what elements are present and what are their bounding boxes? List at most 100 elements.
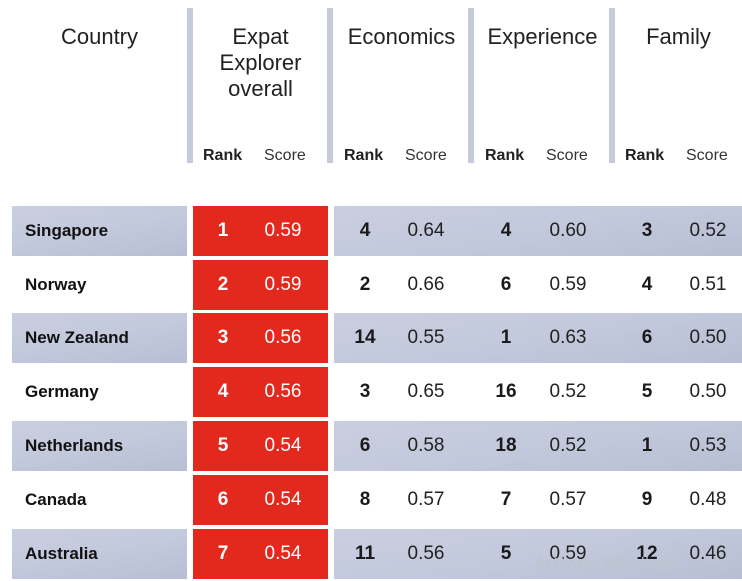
country-name: Netherlands [25, 436, 124, 455]
economics-score-header: Score [405, 147, 447, 164]
family-rank: 1 [641, 435, 653, 456]
country-name: New Zealand [25, 328, 129, 347]
economics-rank: 14 [354, 327, 376, 348]
family-rank: 4 [641, 274, 653, 295]
group-divider [609, 8, 615, 163]
economics-score: 0.65 [407, 381, 445, 402]
table-row: Canada 6 0.54 8 0.57 7 0.57 9 0.48 [12, 475, 742, 525]
economics-score: 0.64 [407, 220, 445, 241]
overall-rank: 2 [217, 274, 229, 295]
overall-score: 0.59 [264, 274, 302, 295]
economics-group-header: Economics Rank Score [327, 0, 469, 164]
overall-cell: 5 0.54 [193, 421, 328, 471]
family-score: 0.46 [689, 543, 727, 564]
family-score: 0.52 [689, 220, 727, 241]
family-score: 0.53 [689, 435, 727, 456]
overall-cell: 1 0.59 [193, 206, 328, 256]
economics-rank-header: Rank [344, 147, 384, 164]
overall-rank: 3 [217, 327, 229, 348]
overall-rank: 1 [217, 220, 229, 241]
family-rank: 12 [636, 543, 658, 564]
family-score: 0.51 [689, 274, 727, 295]
table-row: Norway 2 0.59 2 0.66 6 0.59 4 0.51 [12, 260, 742, 310]
experience-rank: 5 [500, 543, 512, 564]
experience-group-header: Experience Rank Score [468, 0, 610, 164]
overall-cell: 4 0.56 [193, 367, 328, 417]
table-row: Australia 7 0.54 11 0.56 5 0.59 12 0.46 [12, 529, 742, 579]
overall-rank: 5 [217, 435, 229, 456]
economics-rank: 3 [359, 381, 371, 402]
family-group-header: Family Rank Score [609, 0, 742, 164]
experience-score-header: Score [546, 147, 588, 164]
overall-cell: 7 0.54 [193, 529, 328, 579]
economics-rank: 8 [359, 489, 371, 510]
experience-score: 0.59 [549, 543, 587, 564]
experience-rank: 18 [495, 435, 517, 456]
experience-rank: 4 [500, 220, 512, 241]
economics-score: 0.66 [407, 274, 445, 295]
family-rank: 6 [641, 327, 653, 348]
family-rank-header: Rank [625, 147, 665, 164]
country-name: Singapore [25, 221, 109, 240]
economics-score: 0.57 [407, 489, 445, 510]
overall-score: 0.54 [264, 489, 302, 510]
overall-cell: 6 0.54 [193, 475, 328, 525]
overall-score-header: Score [264, 147, 306, 164]
economics-rank: 11 [354, 543, 376, 564]
table-row: New Zealand 3 0.56 14 0.55 1 0.63 6 0.50 [12, 313, 742, 363]
country-header: Country [12, 0, 187, 163]
experience-group-title: Experience [487, 24, 598, 49]
table-row: Netherlands 5 0.54 6 0.58 18 0.52 1 0.53 [12, 421, 742, 471]
experience-score: 0.52 [549, 435, 587, 456]
overall-score: 0.54 [264, 543, 302, 564]
family-score: 0.50 [689, 381, 727, 402]
overall-rank: 6 [217, 489, 229, 510]
economics-rank: 6 [359, 435, 371, 456]
country-name: Canada [25, 490, 87, 509]
economics-rank: 4 [359, 220, 371, 241]
economics-rank: 2 [359, 274, 371, 295]
family-score-header: Score [686, 147, 728, 164]
overall-score: 0.54 [264, 435, 302, 456]
family-score: 0.48 [689, 489, 727, 510]
country-name: Australia [25, 544, 98, 563]
experience-score: 0.59 [549, 274, 587, 295]
country-name: Norway [25, 275, 87, 294]
overall-cell: 2 0.59 [193, 260, 328, 310]
activate-windows-watermark: Activate Windows [534, 554, 677, 573]
country-column-title: Country [60, 24, 139, 49]
economics-score: 0.58 [407, 435, 445, 456]
overall-score: 0.56 [264, 327, 302, 348]
overall-score: 0.56 [264, 381, 302, 402]
experience-score: 0.52 [549, 381, 587, 402]
experience-score: 0.60 [549, 220, 587, 241]
table-row: Singapore 1 0.59 4 0.64 4 0.60 3 0.52 [12, 206, 742, 256]
experience-rank: 6 [500, 274, 512, 295]
experience-rank: 16 [495, 381, 517, 402]
table-row: Germany 4 0.56 3 0.65 16 0.52 5 0.50 [12, 367, 742, 417]
overall-group-header: Expat Explorer overall Rank Score [187, 0, 328, 164]
overall-score: 0.59 [264, 220, 302, 241]
family-score: 0.50 [689, 327, 727, 348]
overall-rank: 4 [217, 381, 229, 402]
family-rank: 9 [641, 489, 653, 510]
experience-rank: 7 [500, 489, 512, 510]
economics-group-title: Economics [347, 24, 456, 49]
economics-score: 0.56 [407, 543, 445, 564]
overall-group-title: Expat Explorer overall [219, 24, 302, 101]
country-name: Germany [25, 382, 99, 401]
overall-rank: 7 [217, 543, 229, 564]
group-divider [327, 8, 333, 163]
experience-rank: 1 [500, 327, 512, 348]
experience-score: 0.63 [549, 327, 587, 348]
family-rank: 3 [641, 220, 653, 241]
experience-rank-header: Rank [485, 147, 525, 164]
overall-cell: 3 0.56 [193, 313, 328, 363]
family-group-title: Family [646, 24, 711, 49]
group-divider [187, 8, 193, 163]
experience-score: 0.57 [549, 489, 587, 510]
group-divider [468, 8, 474, 163]
overall-rank-header: Rank [203, 147, 243, 164]
family-rank: 5 [641, 381, 653, 402]
